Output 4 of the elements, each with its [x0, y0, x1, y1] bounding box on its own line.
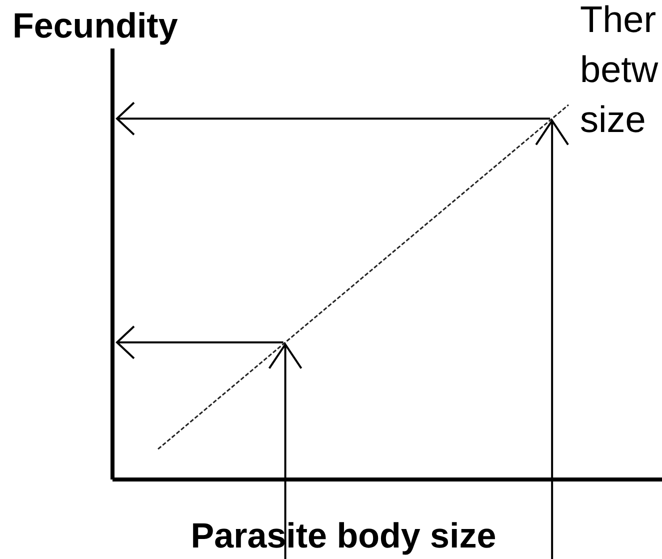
text: betw	[580, 49, 658, 90]
text: Ther	[580, 0, 656, 40]
annotation: size	[580, 99, 646, 140]
y-axis-title: Fecundity	[12, 6, 178, 46]
